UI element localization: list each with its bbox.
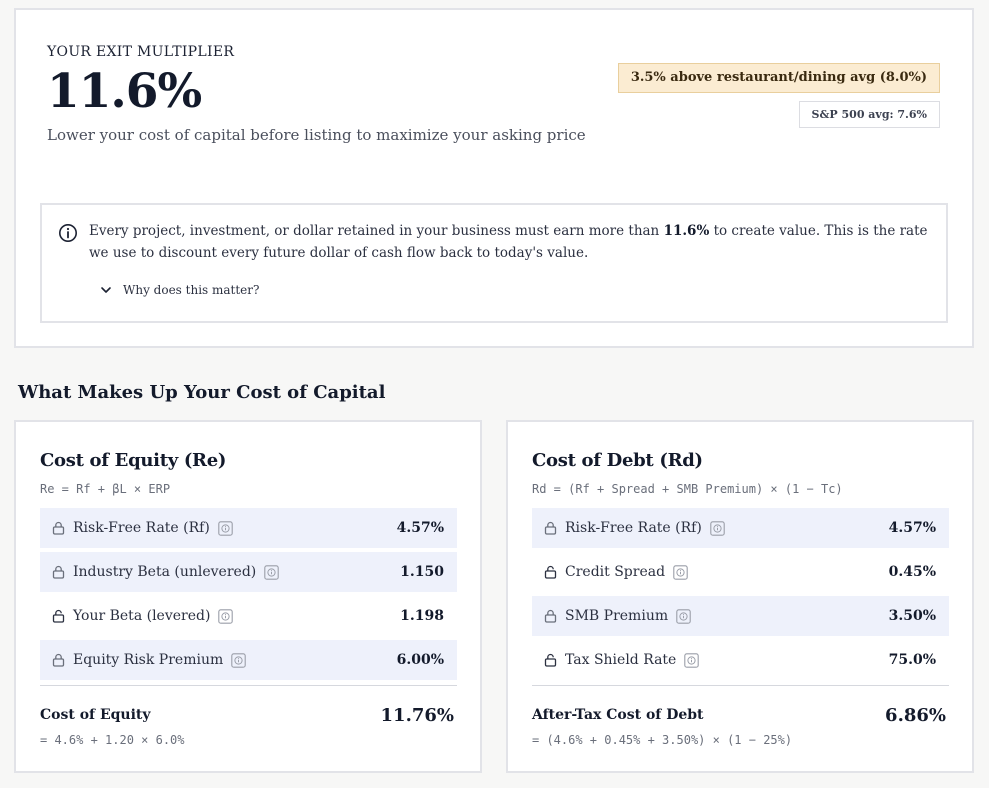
- input-row-label: Industry Beta (unlevered): [73, 564, 257, 580]
- industry-comparison-badge: 3.5% above restaurant/dining avg (8.0%): [617, 63, 940, 93]
- cost-of-debt-total-formula: = (4.6% + 0.45% + 3.50%) × (1 − 25%): [532, 733, 793, 747]
- section-title: What Makes Up Your Cost of Capital: [18, 382, 386, 403]
- input-row[interactable]: Equity Risk Premium 6.00%: [40, 640, 457, 680]
- cost-of-equity-title: Cost of Equity (Re): [40, 450, 227, 471]
- input-row-value: 75.0%: [888, 652, 936, 668]
- input-row[interactable]: Tax Shield Rate 75.0%: [532, 640, 949, 680]
- input-row-label: SMB Premium: [565, 608, 669, 624]
- cost-of-debt-total-value: 6.86%: [885, 705, 946, 726]
- explanation-text-start: Every project, investment, or dollar ret…: [89, 223, 664, 239]
- cost-of-equity-total-label: Cost of Equity: [40, 707, 151, 723]
- input-row-value: 1.150: [400, 564, 444, 580]
- rate-explanation-text: Every project, investment, or dollar ret…: [89, 220, 929, 264]
- explanation-rate: 11.6%: [663, 223, 710, 239]
- cost-of-equity-panel: Cost of Equity (Re) Re = Rf + βL × ERP R…: [14, 420, 482, 773]
- rate-explanation-box: Every project, investment, or dollar ret…: [40, 203, 948, 323]
- input-row[interactable]: Risk-Free Rate (Rf) 4.57%: [40, 508, 457, 548]
- lock-icon[interactable]: [544, 609, 557, 623]
- cost-of-debt-total-label: After-Tax Cost of Debt: [532, 707, 704, 723]
- cost-of-debt-title: Cost of Debt (Rd): [532, 450, 703, 471]
- cost-of-capital-rate: 11.6%: [47, 64, 202, 119]
- input-row-label: Tax Shield Rate: [565, 652, 677, 668]
- exit-multiplier-card: YOUR EXIT MULTIPLIER 11.6% Lower your co…: [14, 8, 974, 348]
- divider: [532, 685, 949, 686]
- input-row-label: Your Beta (levered): [73, 608, 211, 624]
- cost-of-equity-rows: Risk-Free Rate (Rf) 4.57% Industry Beta (u…: [40, 508, 457, 684]
- info-tooltip-icon[interactable]: [684, 652, 700, 668]
- input-row[interactable]: Industry Beta (unlevered) 1.150: [40, 552, 457, 592]
- info-tooltip-icon[interactable]: [264, 564, 279, 580]
- lock-icon[interactable]: [52, 653, 65, 667]
- cost-of-equity-formula: Re = Rf + βL × ERP: [40, 482, 171, 496]
- input-row-label: Risk-Free Rate (Rf): [73, 520, 210, 536]
- chevron-down-icon: [101, 287, 111, 293]
- unlock-icon[interactable]: [544, 565, 557, 579]
- input-row-value: 6.00%: [396, 652, 444, 668]
- lock-icon[interactable]: [52, 565, 65, 579]
- input-row-value: 0.45%: [888, 564, 936, 580]
- info-tooltip-icon[interactable]: [676, 608, 691, 624]
- cost-of-equity-total-value: 11.76%: [380, 705, 454, 726]
- cost-of-equity-total-formula: = 4.6% + 1.20 × 6.0%: [40, 733, 185, 747]
- input-row[interactable]: Risk-Free Rate (Rf) 4.57%: [532, 508, 949, 548]
- input-row[interactable]: Your Beta (levered) 1.198: [40, 596, 457, 636]
- info-tooltip-icon[interactable]: [673, 564, 688, 580]
- sp500-average-badge: S&P 500 avg: 7.6%: [798, 101, 940, 128]
- divider: [40, 685, 457, 686]
- input-row-value: 4.57%: [888, 520, 936, 536]
- exit-multiplier-subline: Lower your cost of capital before listin…: [47, 126, 586, 144]
- input-row[interactable]: Credit Spread 0.45%: [532, 552, 949, 592]
- input-row[interactable]: SMB Premium 3.50%: [532, 596, 949, 636]
- why-does-this-matter-toggle[interactable]: Why does this matter?: [99, 280, 259, 300]
- lock-icon[interactable]: [544, 521, 557, 535]
- why-does-this-matter-label: Why does this matter?: [123, 283, 260, 297]
- input-row-value: 3.50%: [888, 608, 936, 624]
- input-row-label: Credit Spread: [565, 564, 666, 580]
- info-tooltip-icon[interactable]: [710, 520, 725, 536]
- unlock-icon[interactable]: [544, 653, 557, 667]
- input-row-value: 1.198: [400, 608, 444, 624]
- unlock-icon[interactable]: [52, 609, 65, 623]
- input-row-label: Risk-Free Rate (Rf): [565, 520, 702, 536]
- explanation-text-end: to create value. This is the rate we use…: [89, 223, 928, 261]
- info-tooltip-icon[interactable]: [231, 652, 246, 668]
- info-tooltip-icon[interactable]: [218, 520, 233, 536]
- lock-icon[interactable]: [52, 521, 65, 535]
- cost-of-debt-panel: Cost of Debt (Rd) Rd = (Rf + Spread + SM…: [506, 420, 974, 773]
- input-row-value: 4.57%: [396, 520, 444, 536]
- exit-multiplier-eyebrow: YOUR EXIT MULTIPLIER: [47, 44, 235, 60]
- cost-of-debt-formula: Rd = (Rf + Spread + SMB Premium) × (1 − …: [532, 482, 843, 496]
- input-row-label: Equity Risk Premium: [73, 652, 224, 668]
- cost-of-debt-rows: Risk-Free Rate (Rf) 4.57% Credit Spread 0.4…: [532, 508, 949, 684]
- info-icon: [59, 224, 77, 242]
- info-tooltip-icon[interactable]: [218, 608, 234, 624]
